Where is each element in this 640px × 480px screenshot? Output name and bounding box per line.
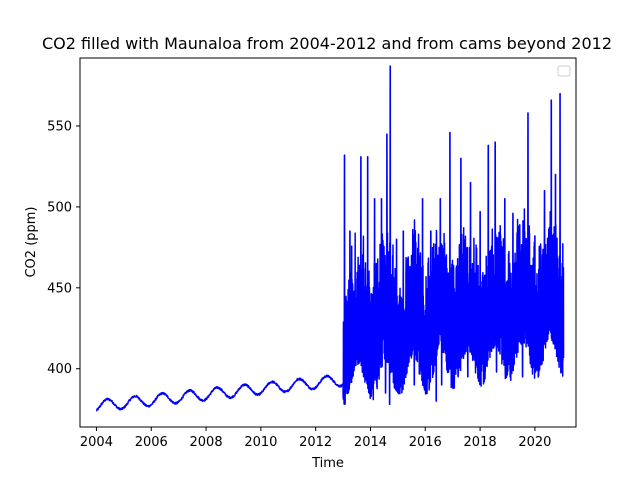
x-tick-label: 2014 (354, 435, 387, 450)
x-tick-label: 2010 (244, 435, 277, 450)
y-tick-label: 450 (47, 281, 72, 296)
x-axis-ticks: 2004 2006 2008 2010 2012 2014 2016 2018 2020 (80, 427, 551, 450)
x-tick-label: 2006 (135, 435, 168, 450)
x-tick-label: 2008 (190, 435, 223, 450)
y-tick-label: 500 (47, 200, 72, 215)
y-axis-label: CO2 (ppm) (24, 206, 39, 277)
x-axis-label: Time (311, 456, 344, 471)
co2-series-line (95, 65, 565, 412)
x-tick-label: 2020 (518, 435, 551, 450)
x-tick-label: 2018 (464, 435, 497, 450)
chart-title: CO2 filled with Maunaloa from 2004-2012 … (42, 34, 612, 53)
plot-area (79, 57, 577, 428)
y-tick-label: 550 (47, 119, 72, 134)
y-tick-label: 400 (47, 362, 72, 377)
axes-frame (79, 57, 577, 428)
y-axis-ticks: 400 450 500 550 (47, 119, 80, 377)
legend-box (557, 65, 571, 77)
x-tick-label: 2016 (409, 435, 442, 450)
x-tick-label: 2004 (80, 435, 113, 450)
x-tick-label: 2012 (299, 435, 332, 450)
